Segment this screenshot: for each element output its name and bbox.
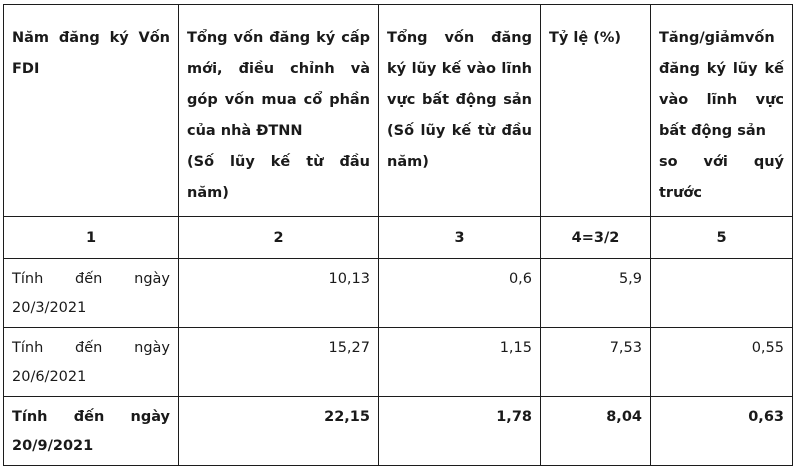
header-line: Tổng vốn đăng xyxy=(387,30,532,46)
header-line: Năm đăng ký Vốn xyxy=(12,30,170,46)
column-index-3: 3 xyxy=(378,216,541,259)
header-line: Tăng/giảmvốn xyxy=(659,30,775,46)
column-index-5: 5 xyxy=(650,216,793,259)
row-label-line: Tính đến ngày xyxy=(12,409,170,425)
header-line: trước xyxy=(659,185,702,201)
row-label-line: 20/9/2021 xyxy=(12,438,94,454)
column-header-tang-giam-von-so-voi-quy-truoc: Tăng/giảmvốn đăng ký lũy kế vào lĩnh vực… xyxy=(650,4,793,217)
header-line: năm) xyxy=(387,154,429,170)
header-line: Tỷ lệ (%) xyxy=(549,30,622,46)
header-line: bất động sản xyxy=(659,123,766,139)
table-row: Tính đến ngày 20/9/2021 22,15 1,78 8,04 … xyxy=(3,396,793,466)
cell-col2: 10,13 xyxy=(178,258,379,328)
row-label-line: 20/3/2021 xyxy=(12,300,87,316)
cell-col4: 7,53 xyxy=(540,327,651,397)
table-header-row: Năm đăng ký Vốn FDI Tổng vốn đăng ký cấp… xyxy=(3,4,793,217)
cell-col3: 1,78 xyxy=(378,396,541,466)
header-line: (Số lũy kế từ đầu xyxy=(187,154,370,170)
column-header-nam-dang-ky-von-fdi: Năm đăng ký Vốn FDI xyxy=(3,4,179,217)
header-line: năm) xyxy=(187,185,229,201)
row-label-line: 20/6/2021 xyxy=(12,369,87,385)
header-line: FDI xyxy=(12,61,40,77)
column-index-1: 1 xyxy=(3,216,179,259)
cell-col2: 15,27 xyxy=(178,327,379,397)
table-row: Tính đến ngày 20/3/2021 10,13 0,6 5,9 xyxy=(3,258,793,328)
fdi-real-estate-table: Năm đăng ký Vốn FDI Tổng vốn đăng ký cấp… xyxy=(3,4,793,466)
row-label-20-6-2021: Tính đến ngày 20/6/2021 xyxy=(3,327,179,397)
row-label-line: Tính đến ngày xyxy=(12,271,170,287)
column-index-2: 2 xyxy=(178,216,379,259)
table-sheet: Năm đăng ký Vốn FDI Tổng vốn đăng ký cấp… xyxy=(3,4,793,466)
header-line: (Số lũy kế từ đầu xyxy=(387,123,532,139)
header-line: mới, điều chỉnh và xyxy=(187,61,370,77)
header-line: vực bất động sản xyxy=(387,92,532,108)
cell-col2: 22,15 xyxy=(178,396,379,466)
table-row: Tính đến ngày 20/6/2021 15,27 1,15 7,53 … xyxy=(3,327,793,397)
cell-col4: 8,04 xyxy=(540,396,651,466)
cell-col5: 0,55 xyxy=(650,327,793,397)
header-line: vào lĩnh vực xyxy=(659,92,784,108)
column-header-tong-von-luy-ke-bat-dong-san: Tổng vốn đăng ký lũy kế vào lĩnh vực bất… xyxy=(378,4,541,217)
cell-col3: 1,15 xyxy=(378,327,541,397)
cell-col5 xyxy=(650,258,793,328)
header-line: góp vốn mua cổ phần xyxy=(187,92,370,108)
row-label-line: Tính đến ngày xyxy=(12,340,170,356)
cell-col4: 5,9 xyxy=(540,258,651,328)
cell-col3: 0,6 xyxy=(378,258,541,328)
column-index-row: 1 2 3 4=3/2 5 xyxy=(3,216,793,259)
column-header-ty-le-phan-tram: Tỷ lệ (%) xyxy=(540,4,651,217)
header-line: đăng ký lũy kế xyxy=(659,61,784,77)
cell-col5: 0,63 xyxy=(650,396,793,466)
row-label-20-9-2021: Tính đến ngày 20/9/2021 xyxy=(3,396,179,466)
header-line: Tổng vốn đăng ký cấp xyxy=(187,30,370,46)
header-line: ký lũy kế vào lĩnh xyxy=(387,61,532,77)
column-header-tong-von-dang-ky-cap-moi: Tổng vốn đăng ký cấp mới, điều chỉnh và … xyxy=(178,4,379,217)
row-label-20-3-2021: Tính đến ngày 20/3/2021 xyxy=(3,258,179,328)
header-line: so với quý xyxy=(659,154,784,170)
column-index-4: 4=3/2 xyxy=(540,216,651,259)
header-line: của nhà ĐTNN xyxy=(187,123,303,139)
